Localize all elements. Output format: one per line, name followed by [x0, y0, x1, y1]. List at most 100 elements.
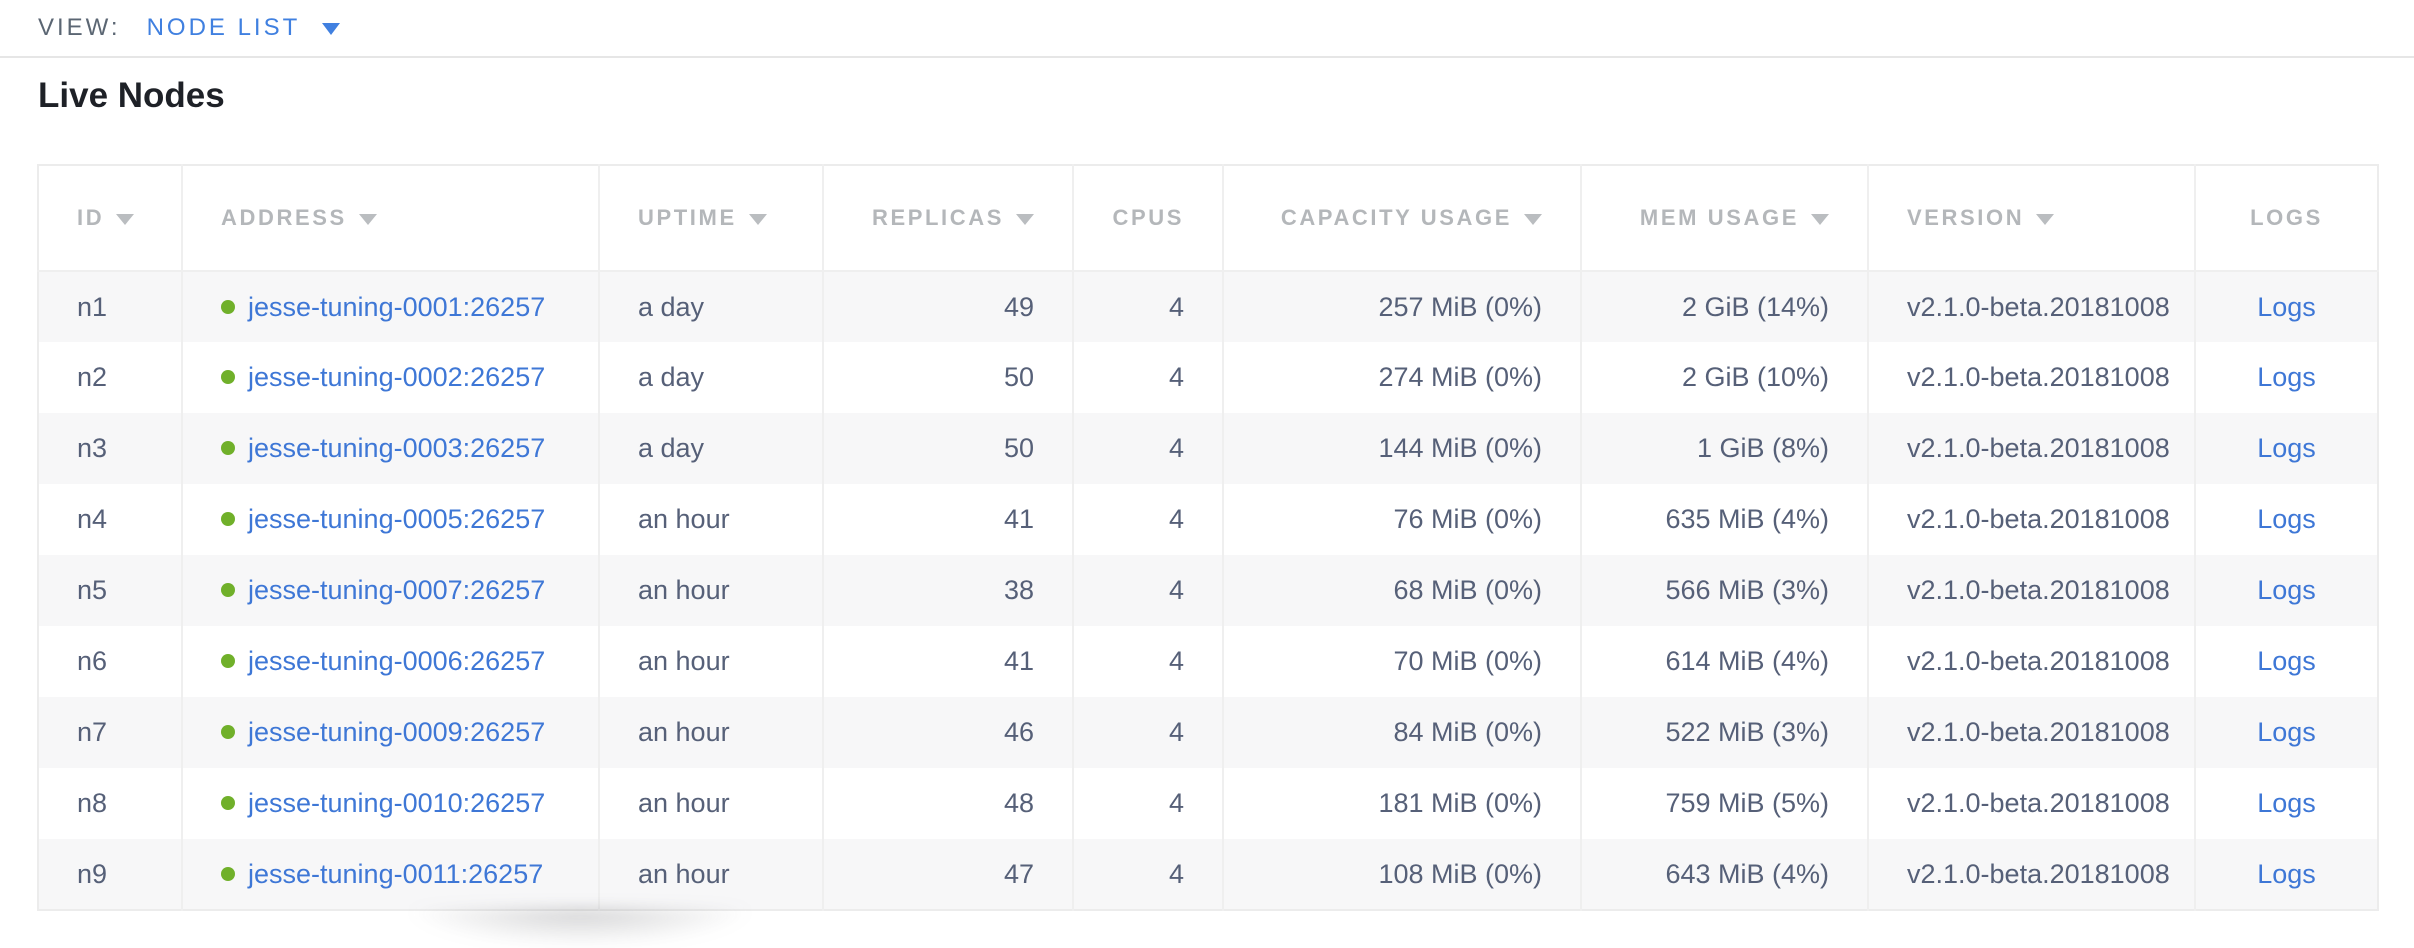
cell-address: jesse-tuning-0009:26257: [182, 697, 600, 768]
table-row: n8 jesse-tuning-0010:26257 an hour 48 4 181 M…: [38, 768, 2378, 839]
cell-replicas-value: 38: [1003, 575, 1034, 605]
cell-mem: 635 MiB (4%): [1581, 484, 1869, 555]
logs-link[interactable]: Logs: [2257, 433, 2316, 463]
cell-id: n1: [38, 271, 183, 342]
sort-arrow-icon: [2036, 214, 2055, 225]
cell-replicas: 50: [823, 413, 1074, 484]
cell-capacity-value: 181 MiB (0%): [1378, 788, 1542, 818]
cell-cpus: 4: [1073, 484, 1224, 555]
cell-version: v2.1.0-beta.20181008: [1868, 839, 2196, 910]
cell-version-value: v2.1.0-beta.20181008: [1907, 858, 2170, 889]
cell-version: v2.1.0-beta.20181008: [1868, 342, 2196, 413]
cell-replicas: 50: [823, 342, 1074, 413]
cell-cpus-value: 4: [1168, 646, 1184, 676]
node-live-status-icon: [221, 654, 235, 668]
node-address-link[interactable]: jesse-tuning-0009:26257: [248, 717, 546, 747]
cell-address: jesse-tuning-0011:26257: [182, 839, 600, 910]
column-header-address[interactable]: ADDRESS: [182, 165, 600, 272]
logs-link[interactable]: Logs: [2257, 788, 2316, 818]
cell-uptime-value: a day: [638, 362, 705, 392]
cell-mem-value: 1 GiB (8%): [1696, 433, 1829, 463]
cell-version: v2.1.0-beta.20181008: [1868, 413, 2196, 484]
chevron-down-icon: [322, 23, 341, 35]
cell-id-value: n7: [77, 717, 108, 747]
column-header-id[interactable]: ID: [38, 165, 183, 272]
page-bottom-shadow: [400, 908, 760, 948]
cell-version: v2.1.0-beta.20181008: [1868, 555, 2196, 626]
column-header-label: ID: [77, 205, 105, 230]
view-bar: VIEW: NODE LIST: [0, 0, 2414, 58]
node-live-status-icon: [221, 866, 235, 881]
cell-mem: 614 MiB (4%): [1581, 626, 1869, 697]
cell-mem-value: 2 GiB (14%): [1681, 291, 1829, 322]
cell-address: jesse-tuning-0005:26257: [182, 484, 600, 555]
sort-arrow-icon: [116, 214, 135, 225]
column-header-label: CPUS: [1112, 205, 1184, 230]
cell-uptime: a day: [599, 271, 824, 342]
table-row: n3 jesse-tuning-0003:26257 a day 50 4 144 MiB…: [38, 413, 2378, 484]
cell-version-value: v2.1.0-beta.20181008: [1907, 433, 2170, 463]
cell-address: jesse-tuning-0003:26257: [182, 413, 600, 484]
table-body: n1 jesse-tuning-0001:26257 a day 49 4 257 MiB…: [38, 271, 2378, 910]
logs-link[interactable]: Logs: [2257, 575, 2316, 605]
cell-mem: 566 MiB (3%): [1581, 555, 1869, 626]
column-header-logs: LOGS: [2195, 165, 2378, 272]
logs-link[interactable]: Logs: [2257, 717, 2316, 747]
column-header-label: REPLICAS: [871, 205, 1004, 230]
cell-mem: 2 GiB (10%): [1581, 342, 1869, 413]
column-header-version[interactable]: VERSION: [1868, 165, 2196, 272]
cell-cpus: 4: [1073, 626, 1224, 697]
cell-id-value: n1: [77, 291, 108, 322]
cell-uptime: an hour: [599, 626, 824, 697]
logs-link[interactable]: Logs: [2257, 291, 2316, 322]
cell-capacity: 68 MiB (0%): [1223, 555, 1582, 626]
cell-id: n4: [38, 484, 183, 555]
cell-cpus: 4: [1073, 271, 1224, 342]
cell-cpus-value: 4: [1168, 858, 1184, 889]
view-selected-value: NODE LIST: [146, 14, 301, 41]
cell-mem: 2 GiB (14%): [1581, 271, 1869, 342]
table-row: n5 jesse-tuning-0007:26257 an hour 38 4 68 Mi…: [38, 555, 2378, 626]
cell-id: n9: [38, 839, 183, 910]
cell-id-value: n8: [77, 788, 108, 818]
node-address-link[interactable]: jesse-tuning-0010:26257: [248, 788, 546, 818]
cell-version: v2.1.0-beta.20181008: [1868, 271, 2196, 342]
cell-uptime-value: an hour: [638, 575, 730, 605]
node-address-link[interactable]: jesse-tuning-0006:26257: [248, 646, 546, 676]
column-header-uptime[interactable]: UPTIME: [599, 165, 824, 272]
view-selector-dropdown[interactable]: NODE LIST: [147, 14, 341, 42]
cell-replicas-value: 41: [1003, 504, 1034, 534]
node-address-link[interactable]: jesse-tuning-0005:26257: [248, 504, 546, 534]
node-address-link[interactable]: jesse-tuning-0002:26257: [248, 362, 546, 392]
cell-version: v2.1.0-beta.20181008: [1868, 484, 2196, 555]
cell-address: jesse-tuning-0006:26257: [182, 626, 600, 697]
cell-uptime: an hour: [599, 839, 824, 910]
cell-cpus: 4: [1073, 342, 1224, 413]
column-header-mem[interactable]: MEM USAGE: [1581, 165, 1869, 272]
logs-link[interactable]: Logs: [2257, 858, 2316, 889]
logs-link[interactable]: Logs: [2257, 504, 2316, 534]
live-nodes-table: ID ADDRESS UPTIME REPLICAS CPUS CAPACITY USAG…: [37, 164, 2379, 911]
cell-version-value: v2.1.0-beta.20181008: [1907, 646, 2170, 676]
column-header-replicas[interactable]: REPLICAS: [823, 165, 1074, 272]
node-live-status-icon: [221, 796, 235, 810]
column-header-capacity[interactable]: CAPACITY USAGE: [1223, 165, 1582, 272]
cell-capacity-value: 108 MiB (0%): [1378, 858, 1542, 889]
cell-mem-value: 2 GiB (10%): [1681, 362, 1829, 392]
cell-address: jesse-tuning-0007:26257: [182, 555, 600, 626]
cell-address: jesse-tuning-0002:26257: [182, 342, 600, 413]
logs-link[interactable]: Logs: [2257, 362, 2316, 392]
node-address-link[interactable]: jesse-tuning-0003:26257: [248, 433, 546, 463]
cell-uptime-value: an hour: [638, 788, 730, 818]
cell-mem-value: 614 MiB (4%): [1665, 646, 1829, 676]
node-address-link[interactable]: jesse-tuning-0011:26257: [248, 858, 544, 889]
cell-logs: Logs: [2195, 626, 2378, 697]
cell-replicas-value: 48: [1003, 788, 1034, 818]
cell-mem: 643 MiB (4%): [1581, 839, 1869, 910]
node-address-link[interactable]: jesse-tuning-0001:26257: [248, 291, 546, 322]
node-address-link[interactable]: jesse-tuning-0007:26257: [248, 575, 546, 605]
cell-uptime: an hour: [599, 697, 824, 768]
cell-cpus-value: 4: [1168, 291, 1184, 322]
logs-link[interactable]: Logs: [2257, 646, 2316, 676]
node-live-status-icon: [221, 441, 235, 455]
